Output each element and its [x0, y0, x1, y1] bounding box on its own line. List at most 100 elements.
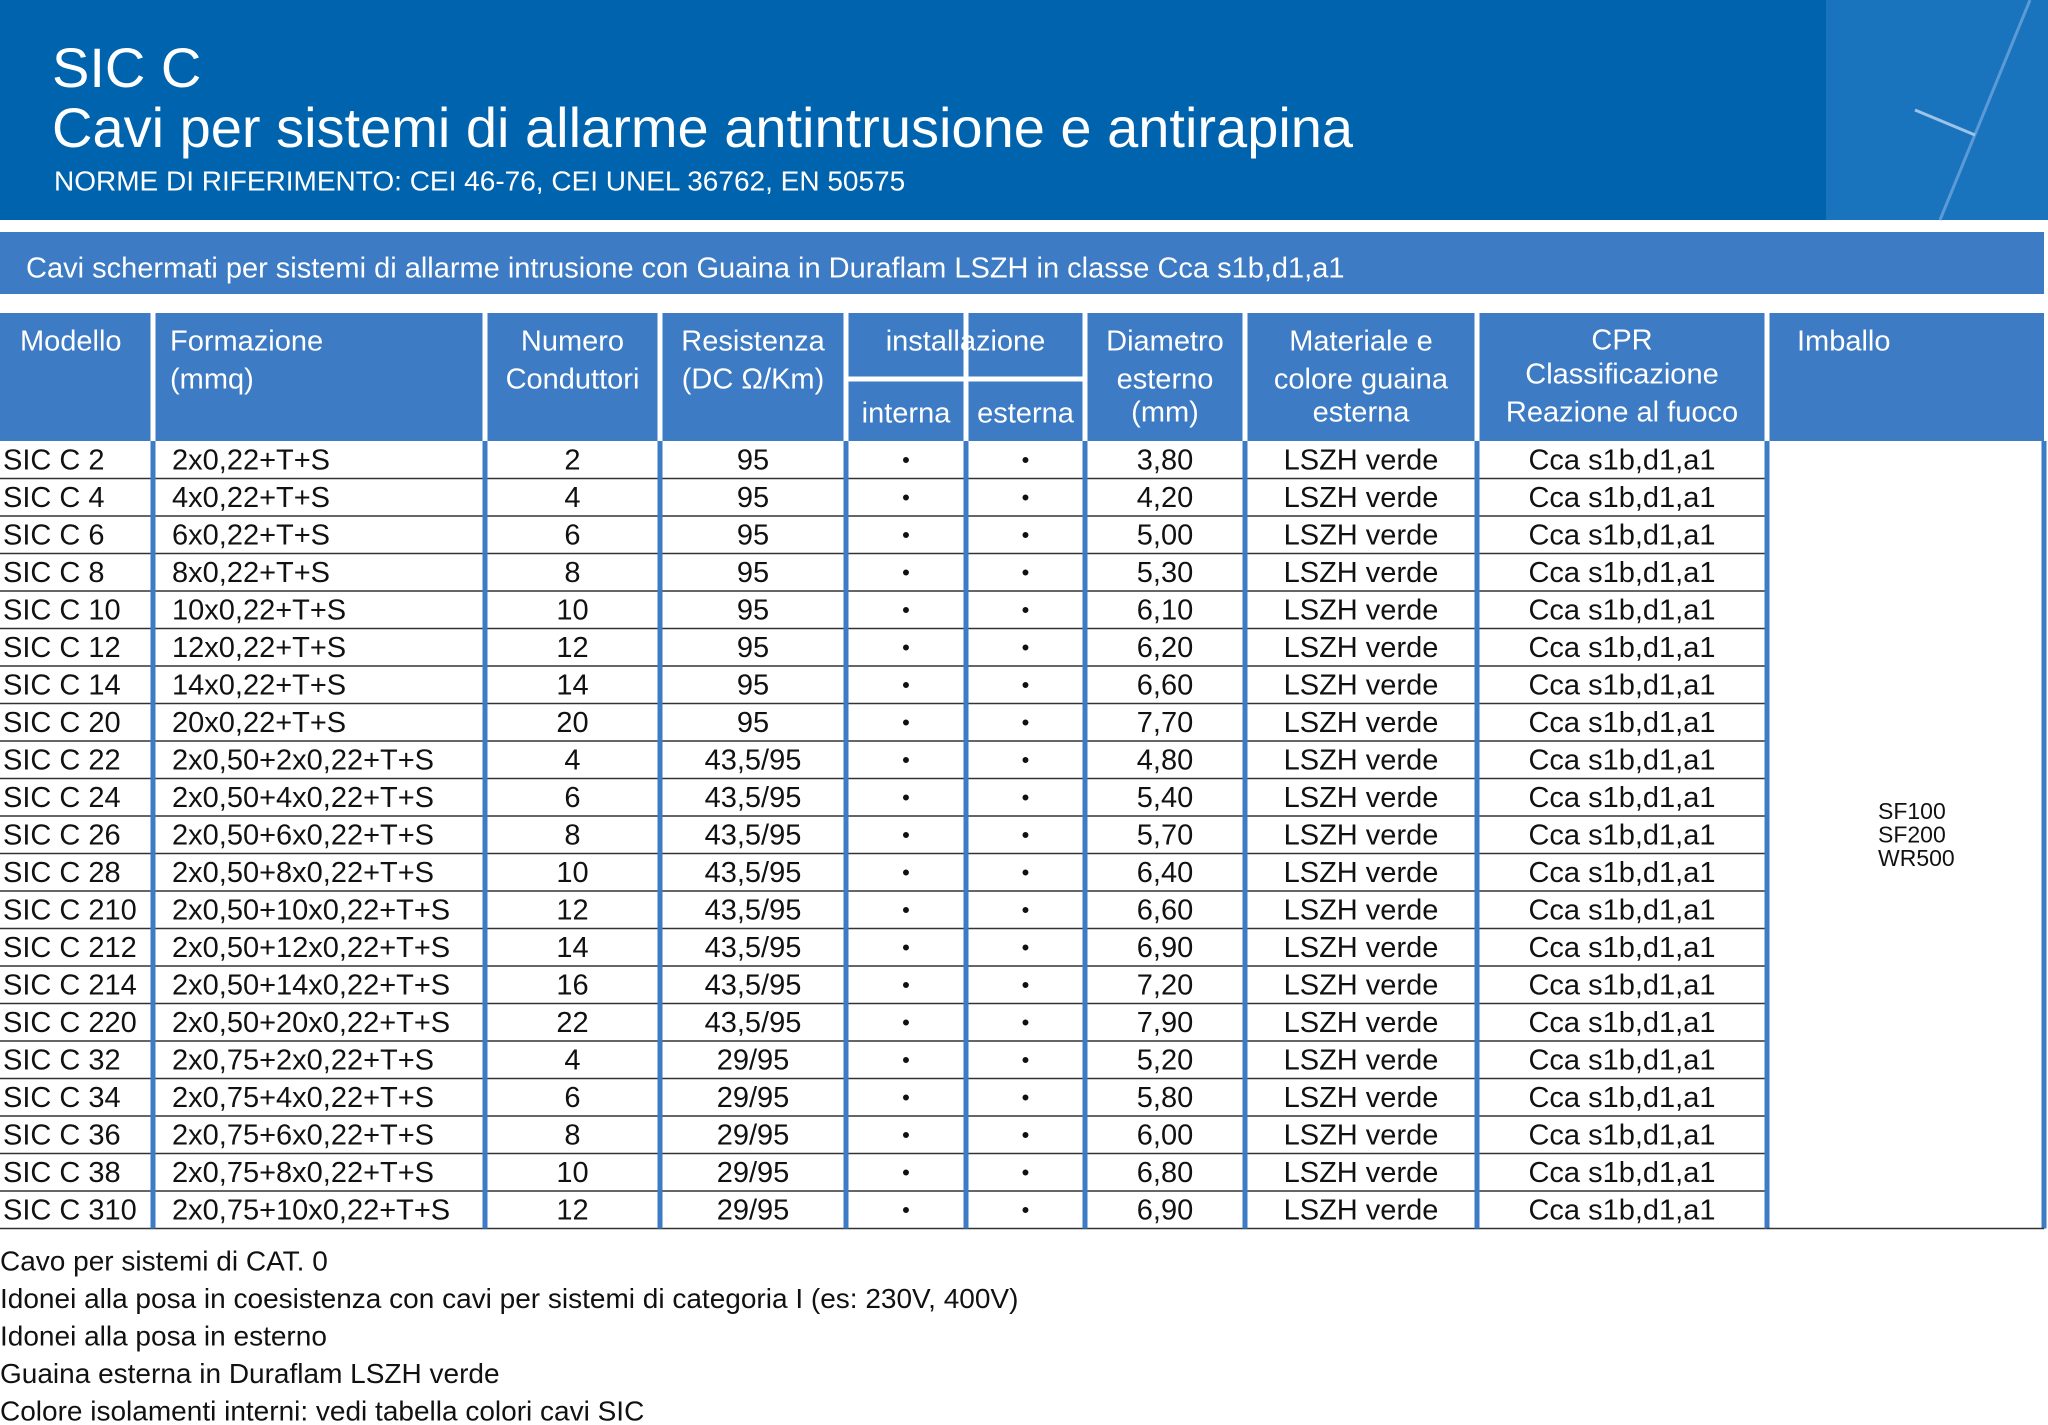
cell: 4: [564, 744, 580, 776]
subtitle-band: [0, 232, 2044, 294]
header-text: (mm): [1131, 397, 1199, 429]
cell: •: [902, 1160, 910, 1185]
cell: •: [1022, 785, 1030, 810]
cell: •: [1022, 860, 1030, 885]
cell: SIC C 210: [3, 894, 137, 926]
header-text: Reazione al fuoco: [1506, 397, 1738, 429]
header-image: [1826, 0, 2048, 220]
cell: 22: [556, 1007, 588, 1039]
cell: •: [902, 935, 910, 960]
cell: 95: [737, 632, 769, 664]
header-text: Materiale e: [1289, 326, 1432, 358]
cell: SIC C 38: [3, 1157, 121, 1189]
cell: Cca s1b,d1,a1: [1528, 1044, 1715, 1076]
cell: 29/95: [717, 1194, 790, 1226]
header-text: Diametro: [1106, 326, 1224, 358]
cell: LSZH verde: [1284, 1044, 1439, 1076]
cell: 6,90: [1137, 932, 1193, 964]
cell: LSZH verde: [1284, 969, 1439, 1001]
cell: SIC C 214: [3, 969, 137, 1001]
cell: 95: [737, 482, 769, 514]
cell: Cca s1b,d1,a1: [1528, 1082, 1715, 1114]
cell: 7,90: [1137, 1007, 1193, 1039]
cell: 4: [564, 1044, 580, 1076]
cell: 8x0,22+T+S: [172, 557, 330, 589]
cell: •: [1022, 448, 1030, 473]
cell: •: [1022, 1123, 1030, 1148]
cell: SIC C 32: [3, 1044, 121, 1076]
cell: 5,40: [1137, 782, 1193, 814]
cell: 6,60: [1137, 894, 1193, 926]
cell: Cca s1b,d1,a1: [1528, 519, 1715, 551]
cell: 12: [556, 894, 588, 926]
cell: 2x0,75+4x0,22+T+S: [172, 1082, 434, 1114]
header-text: Imballo: [1797, 326, 1891, 358]
cell: 95: [737, 444, 769, 476]
cell: 4x0,22+T+S: [172, 482, 330, 514]
cell: •: [902, 1048, 910, 1073]
cell: 29/95: [717, 1082, 790, 1114]
header-text: (mmq): [170, 364, 254, 396]
cell: •: [902, 598, 910, 623]
cell: 2x0,50+12x0,22+T+S: [172, 932, 450, 964]
cell: SIC C 22: [3, 744, 121, 776]
cell: 5,30: [1137, 557, 1193, 589]
cell: Cca s1b,d1,a1: [1528, 632, 1715, 664]
cell: 6,60: [1137, 669, 1193, 701]
cell: 12: [556, 632, 588, 664]
cell: 6: [564, 519, 580, 551]
cell: •: [902, 523, 910, 548]
cell: SIC C 6: [3, 519, 105, 551]
cell: •: [902, 1123, 910, 1148]
cell: 95: [737, 594, 769, 626]
cell: 2x0,75+8x0,22+T+S: [172, 1157, 434, 1189]
cell: 43,5/95: [705, 782, 802, 814]
cell: 5,80: [1137, 1082, 1193, 1114]
cell: •: [902, 560, 910, 585]
imballo: SF200: [1878, 822, 1946, 848]
cell: LSZH verde: [1284, 857, 1439, 889]
note: Idonei alla posa in coesistenza con cavi…: [0, 1283, 1018, 1314]
imballo: SF100: [1878, 798, 1946, 824]
cell: 6,00: [1137, 1119, 1193, 1151]
note: Idonei alla posa in esterno: [0, 1320, 327, 1351]
cell: SIC C 310: [3, 1194, 137, 1226]
cell: 8: [564, 1119, 580, 1151]
cell: 43,5/95: [705, 894, 802, 926]
cell: •: [1022, 1085, 1030, 1110]
cell: LSZH verde: [1284, 1194, 1439, 1226]
cell: SIC C 14: [3, 669, 121, 701]
cell: 2x0,75+10x0,22+T+S: [172, 1194, 450, 1226]
cell: 8: [564, 557, 580, 589]
cell: Cca s1b,d1,a1: [1528, 894, 1715, 926]
cell: SIC C 220: [3, 1007, 137, 1039]
cell: 29/95: [717, 1157, 790, 1189]
cell: LSZH verde: [1284, 1157, 1439, 1189]
cell: Cca s1b,d1,a1: [1528, 482, 1715, 514]
cell: 43,5/95: [705, 969, 802, 1001]
cell: •: [902, 485, 910, 510]
header-text: esterna: [1313, 397, 1411, 429]
header-text: interna: [862, 398, 952, 430]
cell: 14x0,22+T+S: [172, 669, 346, 701]
cell: SIC C 28: [3, 857, 121, 889]
title: Cavi per sistemi di allarme antintrusion…: [52, 96, 1354, 159]
cell: •: [1022, 560, 1030, 585]
cell: 29/95: [717, 1119, 790, 1151]
cell: 2x0,75+6x0,22+T+S: [172, 1119, 434, 1151]
cell: •: [1022, 673, 1030, 698]
cell: •: [1022, 748, 1030, 773]
cell: 43,5/95: [705, 744, 802, 776]
cell: LSZH verde: [1284, 1007, 1439, 1039]
cell: 95: [737, 519, 769, 551]
cell: 16: [556, 969, 588, 1001]
cell: 10x0,22+T+S: [172, 594, 346, 626]
cell: LSZH verde: [1284, 669, 1439, 701]
cell: 2x0,50+8x0,22+T+S: [172, 857, 434, 889]
note: Guaina esterna in Duraflam LSZH verde: [0, 1358, 500, 1389]
cell: •: [902, 635, 910, 660]
cell: •: [902, 973, 910, 998]
cell: Cca s1b,d1,a1: [1528, 782, 1715, 814]
cell: 2: [564, 444, 580, 476]
